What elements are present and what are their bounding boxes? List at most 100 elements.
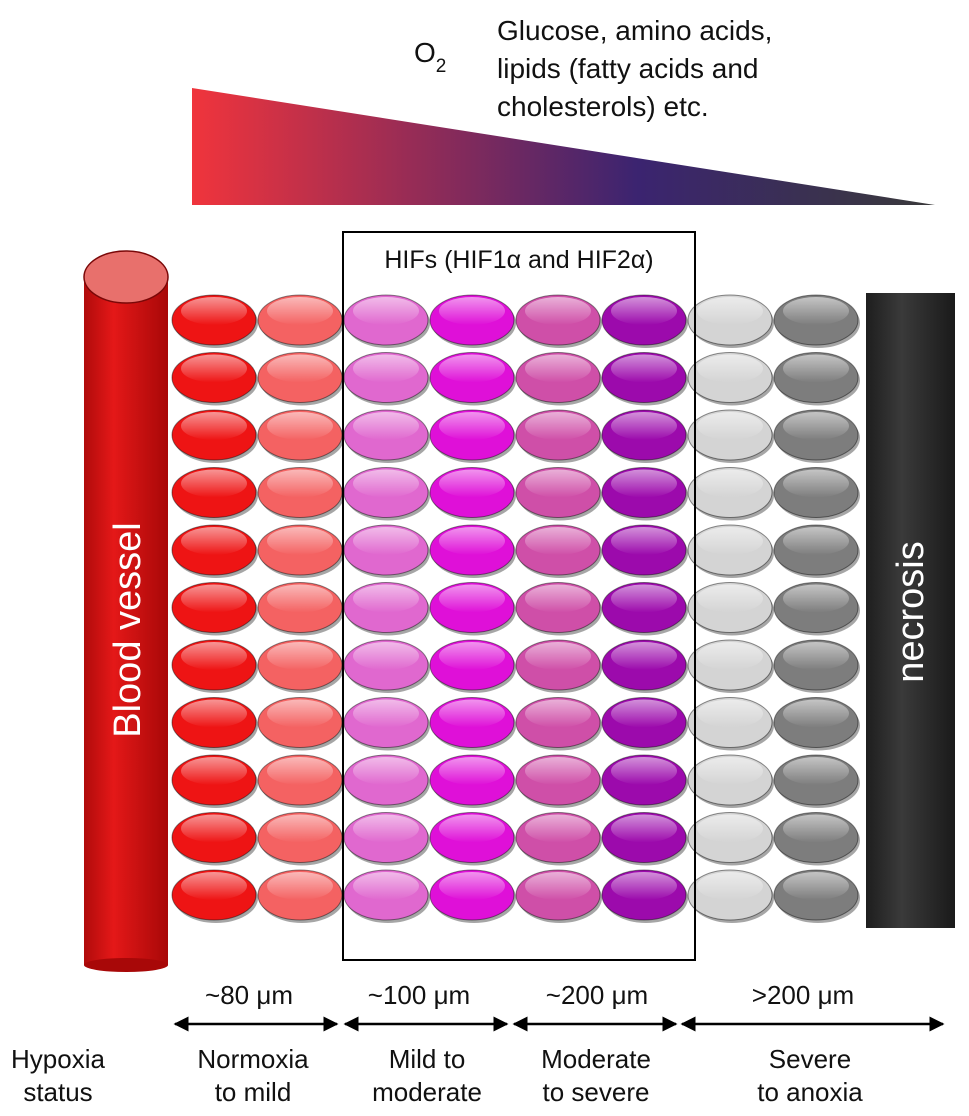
cell [601,812,688,866]
cell [171,294,258,348]
cell [515,582,602,636]
cell [601,754,688,808]
cell [343,869,430,923]
cell [773,812,860,866]
cell [773,697,860,751]
status-4-line-1: Severe [769,1044,851,1074]
cell [171,697,258,751]
cell [515,639,602,693]
distance-label-4: >200 μm [752,980,854,1010]
cell [687,467,774,521]
cell [773,524,860,578]
cell [515,352,602,406]
cell [171,754,258,808]
status-title-line-1: Hypoxia [11,1044,105,1074]
cell [515,812,602,866]
cell [429,869,516,923]
cell [171,812,258,866]
cell [429,352,516,406]
cell [601,294,688,348]
cell [343,467,430,521]
vessel-top [83,250,169,304]
cell [429,409,516,463]
cell [687,409,774,463]
cell [257,639,344,693]
cell [515,467,602,521]
cell [601,352,688,406]
cell [773,754,860,808]
cell [515,409,602,463]
cell [773,352,860,406]
cell [343,754,430,808]
cell [773,294,860,348]
cell [687,697,774,751]
nutrients-line-3: cholesterols) etc. [497,91,709,122]
cell [687,754,774,808]
cell [601,467,688,521]
cell [343,294,430,348]
status-1-line-1: Normoxia [197,1044,309,1074]
o2-label: O2 [414,37,446,77]
status-1-line-2: to mild [215,1077,292,1107]
distance-label-3: ~200 μm [546,980,648,1010]
blood-vessel-label: Blood vessel [107,522,149,737]
cell [515,754,602,808]
distance-label-1: ~80 μm [205,980,293,1010]
cell [429,582,516,636]
cell [773,409,860,463]
cell [429,754,516,808]
hifs-box [342,231,696,961]
status-title-line-2: status [23,1077,92,1107]
cell [601,409,688,463]
cell [773,582,860,636]
cell [343,582,430,636]
cell [257,812,344,866]
cell [687,352,774,406]
cell [429,524,516,578]
cell [257,352,344,406]
cell [257,409,344,463]
cell [343,352,430,406]
cell [773,639,860,693]
cell [257,467,344,521]
cell [773,467,860,521]
cell [429,697,516,751]
cell [171,467,258,521]
cell [343,639,430,693]
cell [687,524,774,578]
necrosis-region: necrosis [866,293,955,928]
cell [687,812,774,866]
o2-gradient-wedge [192,88,935,205]
cell [343,812,430,866]
cell [601,582,688,636]
cell [687,639,774,693]
cell [687,869,774,923]
cell [171,639,258,693]
cell [257,582,344,636]
blood-vessel: Blood vessel [83,250,169,972]
cell [515,697,602,751]
nutrients-line-2: lipids (fatty acids and [497,53,758,84]
cell [257,524,344,578]
cell [687,294,774,348]
necrosis-label: necrosis [890,541,932,683]
status-3-line-1: Moderate [541,1044,651,1074]
cell [515,869,602,923]
cell [343,524,430,578]
cell [257,869,344,923]
cell [171,352,258,406]
cell [429,639,516,693]
cell [257,294,344,348]
cell [429,294,516,348]
cell [515,294,602,348]
cell [773,869,860,923]
cell [171,524,258,578]
cell [257,754,344,808]
cell [515,524,602,578]
hifs-label: HIFs (HIF1α and HIF2α) [384,246,653,274]
distance-label-2: ~100 μm [368,980,470,1010]
cell [687,582,774,636]
cell [343,697,430,751]
cell [171,409,258,463]
